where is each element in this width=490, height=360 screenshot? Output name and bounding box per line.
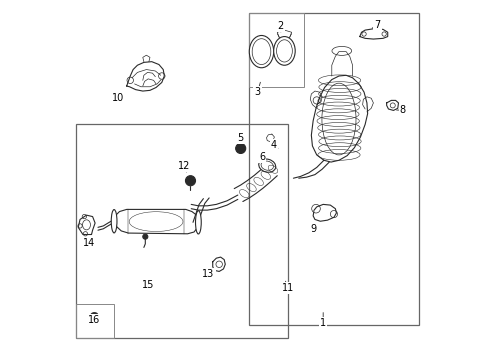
Text: 4: 4: [270, 140, 277, 150]
Ellipse shape: [274, 37, 295, 65]
Bar: [76, 304, 114, 338]
Text: 9: 9: [310, 225, 316, 234]
Bar: [248, 13, 419, 325]
Text: 1: 1: [320, 318, 326, 328]
Text: 13: 13: [202, 269, 215, 279]
Text: 15: 15: [142, 280, 154, 290]
Text: 6: 6: [259, 152, 265, 162]
Circle shape: [90, 313, 98, 321]
Ellipse shape: [249, 36, 274, 68]
Text: 7: 7: [374, 20, 381, 30]
Text: 5: 5: [238, 133, 244, 143]
Circle shape: [236, 143, 245, 153]
Bar: [76, 125, 288, 338]
Circle shape: [186, 176, 196, 186]
Text: 8: 8: [400, 105, 406, 115]
Text: 16: 16: [88, 315, 100, 325]
Circle shape: [143, 234, 148, 239]
Bar: [248, 13, 304, 87]
Text: 11: 11: [282, 283, 294, 293]
Text: 12: 12: [178, 161, 190, 171]
Ellipse shape: [196, 211, 201, 234]
Text: 14: 14: [83, 238, 95, 248]
Ellipse shape: [259, 159, 276, 172]
Ellipse shape: [111, 210, 117, 233]
Text: 3: 3: [254, 87, 261, 97]
Text: 10: 10: [112, 93, 124, 103]
Text: 2: 2: [278, 21, 284, 31]
